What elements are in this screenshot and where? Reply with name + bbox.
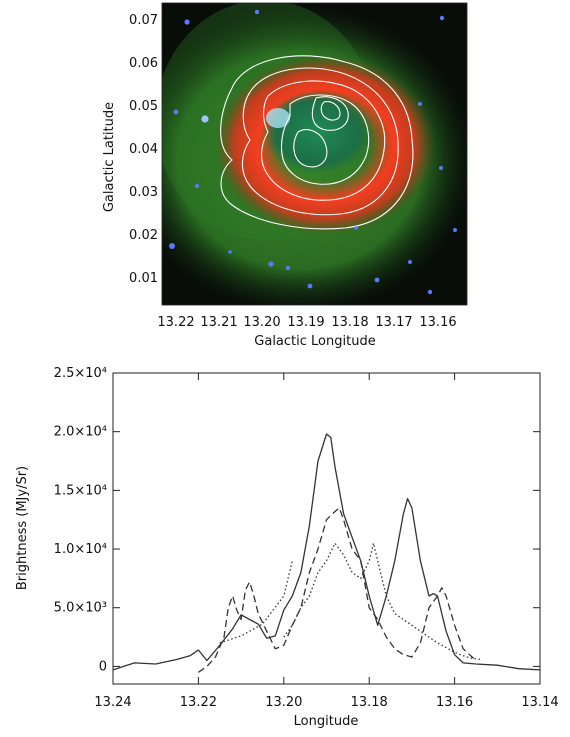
star [439,15,445,21]
nebula-image-panel: 0.07 0.06 0.05 0.04 0.03 0.02 0.01 13.22… [102,2,468,349]
image-xtick-label: 13.20 [243,315,280,330]
series-line-dashed [198,507,477,673]
image-xtick-label: 13.16 [419,315,456,330]
brightness-line-chart: 0 5.0×10³ 1.0×10⁴ 1.5×10⁴ 2.0×10⁴ 2.5×10⁴ 13.… [15,366,559,729]
y-tick-label: 0 [99,659,107,674]
star [418,102,422,106]
star [228,250,232,254]
star [427,289,433,295]
y-tick-label: 1.0×10⁴ [54,542,107,557]
image-xtick-label: 13.19 [287,315,324,330]
star [439,166,443,170]
image-ytick-label: 0.03 [129,185,158,200]
image-xtick-label: 13.22 [157,315,194,330]
y-tick-label: 2.5×10⁴ [54,366,107,381]
star [254,9,260,15]
plot-frame [112,372,541,685]
x-tick-label: 13.24 [94,695,131,710]
brightness-contours [220,55,414,230]
x-tick-label: 13.22 [180,695,217,710]
contour-3 [260,80,386,201]
y-tick-label: 2.0×10⁴ [54,425,107,440]
image-ytick-label: 0.07 [129,13,158,28]
star [374,277,380,283]
x-tick-label: 13.16 [436,695,473,710]
y-tick-label: 1.5×10⁴ [54,483,107,498]
contour-core-3 [320,101,341,121]
plot-x-ticks: 13.24 13.22 13.20 13.18 13.16 13.14 [94,373,559,710]
star [453,228,457,232]
contour-core-1 [311,96,349,131]
image-xtick-label: 13.18 [331,315,368,330]
image-y-axis-label: Galactic Latitude [102,102,117,212]
green-cavity [263,90,373,174]
star [184,19,190,25]
star [173,109,179,115]
image-xtick-label: 13.17 [375,315,412,330]
plot-series [112,433,541,673]
image-ytick-label: 0.04 [129,142,158,157]
star [201,115,209,123]
image-frame [161,2,468,306]
x-tick-label: 13.20 [265,695,302,710]
star [354,226,358,230]
y-tick-label: 5.0×10³ [54,601,107,616]
star [268,261,274,267]
image-x-axis-label: Galactic Longitude [254,334,375,349]
contour-2 [241,67,399,216]
series-line-dotted [283,542,481,661]
star [194,183,200,189]
plot-x-axis-label: Longitude [294,714,359,729]
x-tick-label: 13.18 [351,695,388,710]
stars [169,9,457,295]
star [307,283,313,289]
star [408,260,412,264]
bright-knot [266,108,290,128]
image-ytick-label: 0.06 [129,56,158,71]
image-xtick-label: 13.21 [200,315,237,330]
contour-outer [220,55,414,230]
star [169,243,175,249]
series-line-solid [112,433,541,671]
image-ytick-label: 0.05 [129,99,158,114]
image-ytick-label: 0.02 [129,228,158,243]
x-tick-label: 13.14 [521,695,558,710]
star [285,265,291,271]
contour-4 [280,94,370,185]
image-y-ticks: 0.07 0.06 0.05 0.04 0.03 0.02 0.01 [129,13,158,286]
plot-y-axis-label: Brightness (MJy/Sr) [15,466,30,590]
image-x-ticks: 13.22 13.21 13.20 13.19 13.18 13.17 13.1… [157,315,456,330]
contour-core-2 [293,129,328,168]
image-ytick-label: 0.01 [129,271,158,286]
plot-y-ticks: 0 5.0×10³ 1.0×10⁴ 1.5×10⁴ 2.0×10⁴ 2.5×10⁴ [54,366,540,674]
